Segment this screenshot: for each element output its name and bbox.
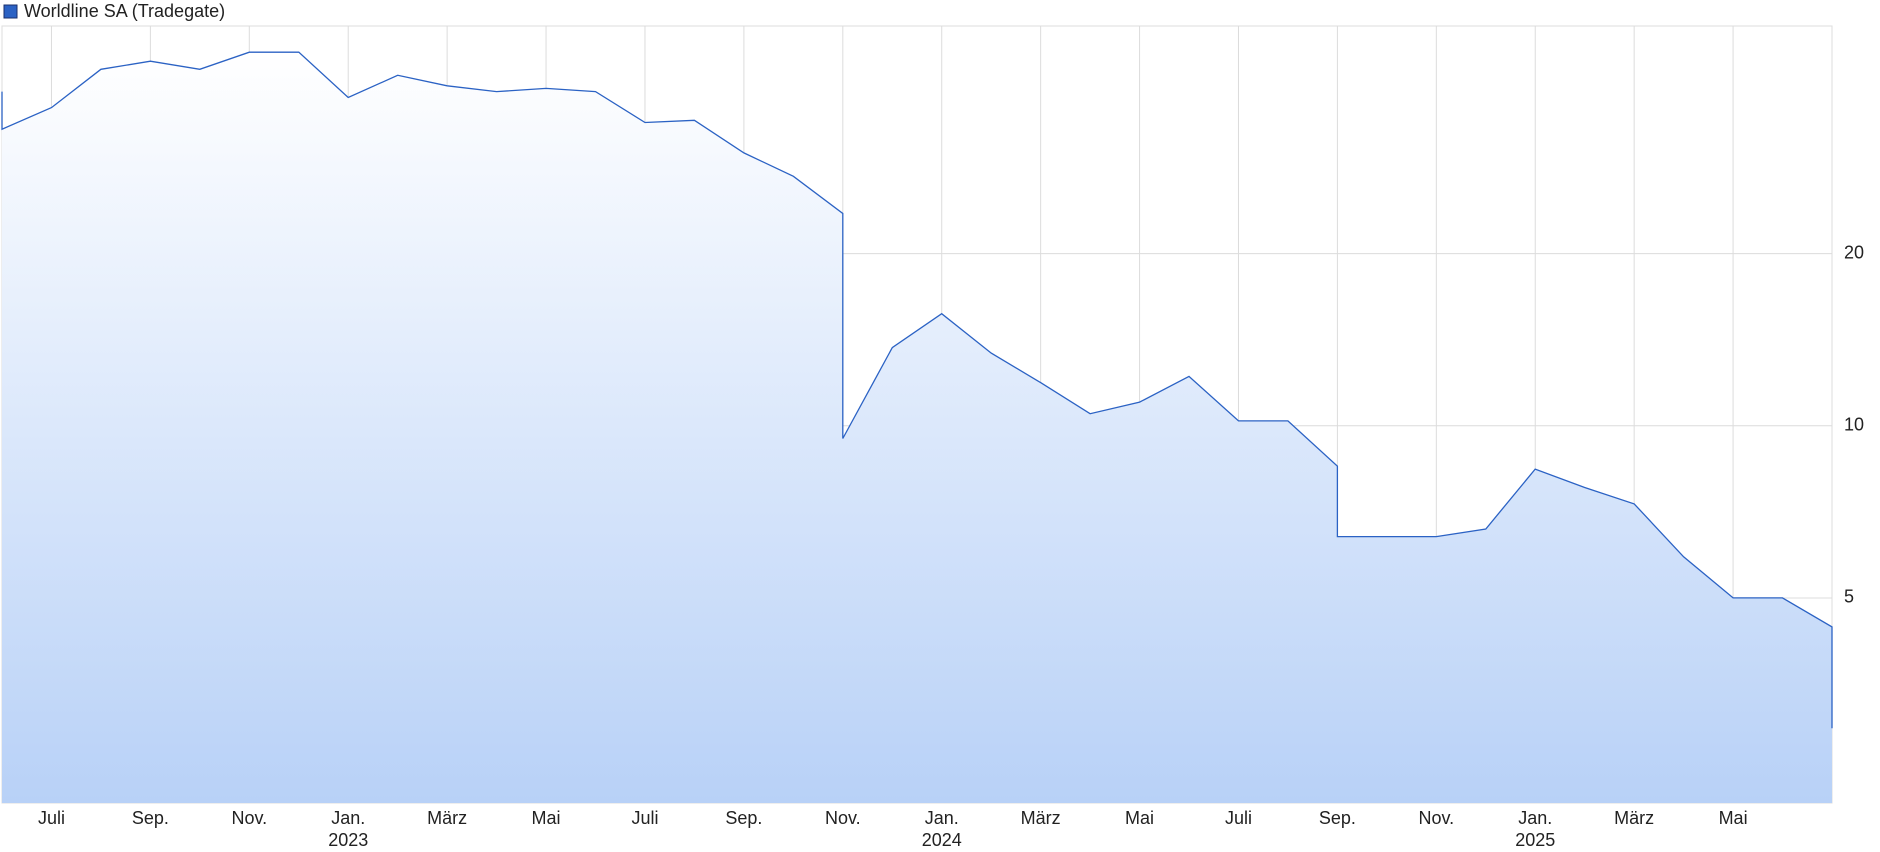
x-tick-label: Nov. — [1418, 808, 1454, 828]
area — [2, 52, 1832, 803]
x-tick-label: Juli — [38, 808, 65, 828]
x-tick-label: März — [427, 808, 467, 828]
x-tick-label: Mai — [1719, 808, 1748, 828]
x-tick-label: Nov. — [231, 808, 267, 828]
x-year-label: 2023 — [328, 830, 368, 850]
x-tick-label: Sep. — [725, 808, 762, 828]
x-tick-label: Jan. — [1518, 808, 1552, 828]
y-tick-label: 20 — [1844, 242, 1864, 262]
y-tick-label: 5 — [1844, 587, 1854, 607]
x-tick-label: Sep. — [132, 808, 169, 828]
line — [1, 51, 1833, 729]
x-year-label: 2024 — [922, 830, 962, 850]
x-tick-label: Juli — [631, 808, 658, 828]
x-tick-label: Sep. — [1319, 808, 1356, 828]
x-tick-label: Nov. — [825, 808, 861, 828]
x-tick-label: Jan. — [925, 808, 959, 828]
y-tick-label: 10 — [1844, 415, 1864, 435]
legend-swatch — [3, 4, 18, 19]
x-year-label: 2025 — [1515, 830, 1555, 850]
x-tick-label: Juli — [1225, 808, 1252, 828]
legend-label: Worldline SA (Tradegate) — [24, 1, 225, 21]
x-tick-label: März — [1021, 808, 1061, 828]
x-tick-label: März — [1614, 808, 1654, 828]
x-tick-label: Mai — [1125, 808, 1154, 828]
x-tick-label: Mai — [532, 808, 561, 828]
x-tick-label: Jan. — [331, 808, 365, 828]
